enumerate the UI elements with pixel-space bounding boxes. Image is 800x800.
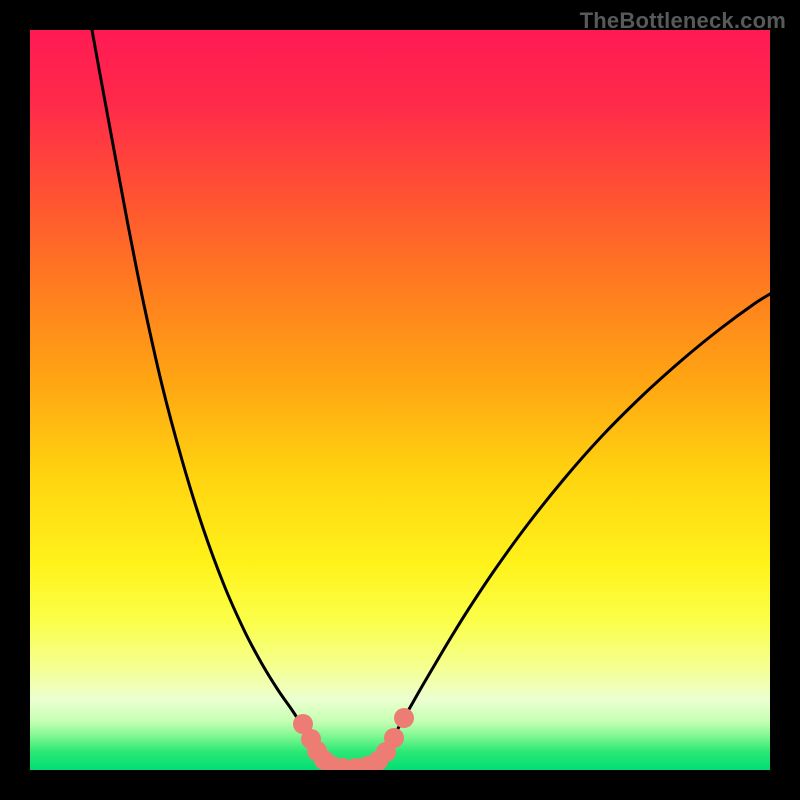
chart-frame: TheBottleneck.com (0, 0, 800, 800)
watermark-text: TheBottleneck.com (580, 8, 786, 34)
plot-area (30, 30, 770, 770)
data-marker (394, 708, 414, 728)
chart-svg (30, 30, 770, 770)
gradient-background (30, 30, 770, 770)
data-marker (384, 728, 404, 748)
